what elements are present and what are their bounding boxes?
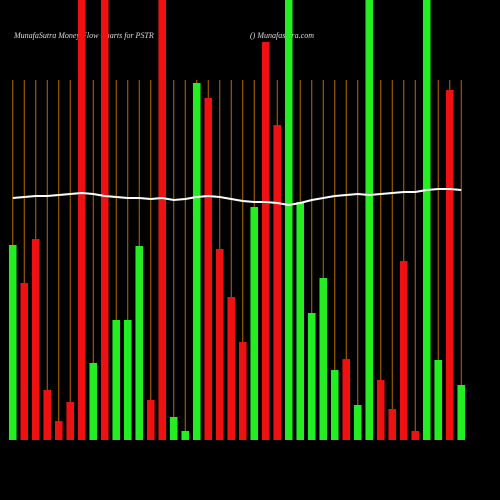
bar [31, 239, 40, 440]
bar [411, 431, 420, 440]
bar [227, 297, 236, 440]
bar [330, 370, 339, 440]
bar [284, 0, 293, 440]
bar [20, 283, 29, 440]
bar [204, 98, 213, 440]
bar [434, 360, 443, 440]
bar [135, 246, 144, 440]
bar [123, 320, 132, 440]
bar [273, 125, 282, 440]
bar [66, 402, 75, 440]
chart-subtitle: () Munafasutra.com [250, 31, 314, 40]
bar [8, 245, 17, 440]
bar [181, 431, 190, 440]
money-flow-line [12, 188, 462, 207]
bar [215, 249, 224, 440]
bar [307, 313, 316, 440]
bar [112, 320, 121, 440]
bar [422, 0, 431, 440]
bar [388, 409, 397, 440]
bar [100, 0, 109, 440]
bar [365, 0, 374, 440]
bar [342, 359, 351, 440]
bar [146, 400, 155, 440]
bar [250, 207, 259, 440]
bar [43, 390, 52, 440]
bar [319, 278, 328, 440]
bar [77, 0, 86, 440]
bar [399, 261, 408, 440]
bar [261, 42, 270, 440]
bar [238, 342, 247, 440]
bar [54, 421, 63, 440]
bar [89, 363, 98, 440]
bar [158, 0, 167, 440]
bar [376, 380, 385, 440]
bar [169, 417, 178, 440]
bar [296, 202, 305, 440]
bar [353, 405, 362, 440]
bar [445, 90, 454, 440]
bar [192, 83, 201, 440]
bar [457, 385, 466, 440]
